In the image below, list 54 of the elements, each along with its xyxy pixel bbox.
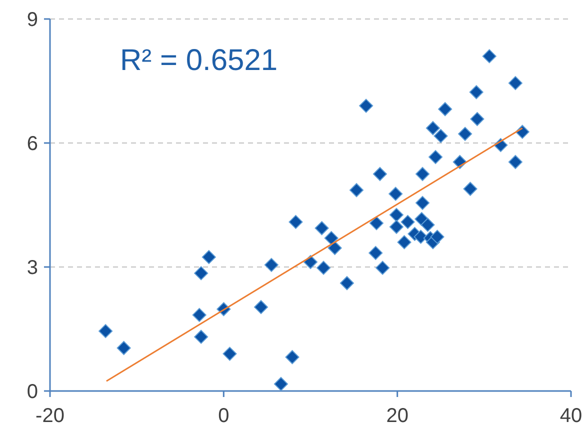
point (438, 102, 452, 116)
y-tick-label: 3 (26, 257, 38, 279)
point (368, 246, 383, 260)
point (430, 230, 444, 244)
point (328, 240, 342, 255)
point (376, 260, 390, 275)
point (304, 255, 318, 270)
point (420, 218, 435, 232)
point (463, 182, 478, 196)
point (314, 221, 329, 236)
point (428, 150, 443, 164)
point (350, 183, 364, 198)
point (192, 308, 206, 322)
annotation: R² = 0.6521 (120, 44, 278, 77)
point (482, 49, 496, 64)
point (274, 376, 288, 391)
point (369, 216, 384, 230)
point (458, 126, 472, 141)
point (372, 167, 387, 181)
point (98, 324, 113, 338)
point (324, 231, 338, 246)
point (388, 186, 403, 201)
point (316, 260, 331, 275)
point (264, 258, 278, 272)
point (285, 350, 300, 364)
point (254, 300, 268, 314)
x-tick-label: 0 (218, 405, 230, 427)
point (194, 266, 208, 280)
point (400, 214, 415, 229)
point (202, 250, 216, 264)
y-tick-label: 0 (26, 381, 38, 403)
point (414, 230, 428, 244)
x-tick-label: 20 (386, 405, 408, 427)
point (397, 235, 412, 250)
point (469, 85, 484, 100)
point (508, 155, 522, 170)
point (416, 167, 430, 181)
point (222, 346, 237, 361)
point (426, 121, 440, 136)
y-tick-label: 6 (26, 133, 38, 155)
point (416, 196, 430, 210)
x-tick-label: 40 (560, 405, 582, 427)
y-tick-label: 9 (26, 9, 38, 31)
point (470, 112, 484, 126)
point (288, 214, 303, 229)
point (389, 208, 404, 222)
x-tick-label: -20 (36, 405, 64, 427)
point (434, 128, 448, 143)
point (116, 341, 131, 356)
point (194, 330, 208, 344)
point (389, 220, 404, 234)
point (359, 98, 374, 113)
point (508, 76, 522, 90)
point (340, 276, 354, 290)
